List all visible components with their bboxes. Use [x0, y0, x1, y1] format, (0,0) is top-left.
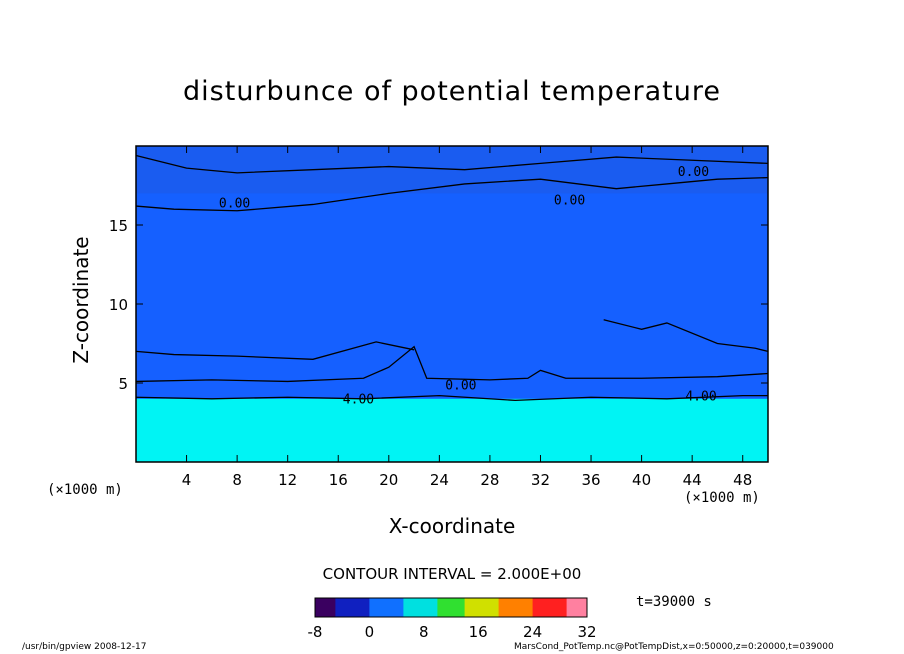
x-tick-label: 16	[329, 471, 348, 489]
colorbar-segment	[376, 598, 384, 617]
colorbar-tick-label: 8	[419, 623, 429, 641]
y-tick-label: 10	[109, 296, 128, 314]
y-tick-label: 5	[118, 375, 128, 393]
colorbar-segment	[417, 598, 425, 617]
colorbar-segment	[410, 598, 418, 617]
contour-label: 0.00	[554, 193, 585, 208]
x-tick-label: 8	[232, 471, 242, 489]
contour-line-0-lower	[135, 345, 769, 383]
x-tick-label: 40	[632, 471, 651, 489]
colorbar-segment	[423, 598, 432, 617]
colorbar-segment	[553, 598, 561, 617]
colorbar-tick-label: -8	[308, 623, 323, 641]
chart-title: disturbunce of potential temperature	[183, 76, 721, 107]
colorbar-segment	[355, 598, 364, 617]
contour-label: 0.00	[678, 165, 709, 180]
y-tick-label: 15	[109, 217, 128, 235]
colorbar-segment	[559, 598, 568, 617]
contour-line-0-mid-left	[135, 341, 415, 360]
colorbar-tick-label: 16	[469, 623, 488, 641]
footer-left: /usr/bin/gpview 2008-12-17	[22, 642, 147, 652]
x-tick-label: 4	[182, 471, 192, 489]
x-tick-label: 24	[430, 471, 449, 489]
colorbar-segment	[478, 598, 486, 617]
colorbar-tick-label: 32	[577, 623, 596, 641]
x-tick-label: 32	[531, 471, 550, 489]
colorbar-segment	[430, 598, 438, 617]
colorbar-segment	[532, 598, 540, 617]
colorbar-segment	[342, 598, 350, 617]
colorbar-segment	[457, 598, 466, 617]
colorbar-segment	[573, 598, 581, 617]
colorbar-segment	[451, 598, 459, 617]
y-axis-unit: (×1000 m)	[47, 482, 123, 498]
colorbar-segment	[566, 598, 574, 617]
colorbar-segment	[505, 598, 513, 617]
x-axis-label: X-coordinate	[388, 514, 516, 538]
colorbar-segment	[315, 598, 323, 617]
x-tick-label: 20	[379, 471, 398, 489]
contour-line-0-upper	[135, 176, 769, 212]
colorbar-segment	[369, 598, 377, 617]
colorbar-segment	[546, 598, 554, 617]
colorbar-segment	[396, 598, 404, 617]
colorbar-segment	[539, 598, 547, 617]
y-axis-label: Z-coordinate	[69, 236, 93, 364]
x-tick-label: 44	[683, 471, 702, 489]
colorbar-tick-label: 0	[365, 623, 375, 641]
time-label: t=39000 s	[636, 594, 712, 610]
contour-label: 4.00	[343, 393, 374, 408]
colorbar-segment	[437, 598, 445, 617]
contour-label: 0.00	[445, 378, 476, 393]
contour-interval-label: CONTOUR INTERVAL = 2.000E+00	[322, 565, 582, 583]
colorbar-segment	[471, 598, 479, 617]
colorbar-segment	[464, 598, 472, 617]
contour-label: 4.00	[685, 389, 716, 404]
x-tick-label: 36	[581, 471, 600, 489]
colorbar-segment	[383, 598, 391, 617]
colorbar-segment	[580, 598, 588, 617]
colorbar-tick-label: 24	[523, 623, 542, 641]
x-axis-unit: (×1000 m)	[684, 490, 760, 506]
colorbar-segment	[321, 598, 330, 617]
contour-line-4	[135, 394, 768, 402]
colorbar-segment	[519, 598, 527, 617]
x-tick-label: 28	[480, 471, 499, 489]
contour-label: 0.00	[219, 197, 250, 212]
colorbar-segment	[389, 598, 398, 617]
colorbar-segment	[335, 598, 343, 617]
colorbar-segment	[525, 598, 534, 617]
x-tick-label: 48	[733, 471, 752, 489]
footer-right: MarsCond_PotTemp.nc@PotTempDist,x=0:5000…	[514, 642, 834, 652]
x-tick-label: 12	[278, 471, 297, 489]
colorbar-segment	[349, 598, 357, 617]
colorbar-segment	[444, 598, 452, 617]
colorbar-segment	[512, 598, 520, 617]
contour-line-0-mid-right	[603, 319, 769, 353]
field-lower-layer	[136, 398, 768, 462]
colorbar-segment	[491, 598, 500, 617]
contour-line-0-top	[135, 154, 769, 174]
colorbar-segment	[485, 598, 493, 617]
colorbar-segment	[403, 598, 411, 617]
colorbar-frame	[314, 597, 588, 618]
colorbar-segment	[362, 598, 370, 617]
colorbar-segment	[328, 598, 336, 617]
colorbar-segment	[498, 598, 506, 617]
